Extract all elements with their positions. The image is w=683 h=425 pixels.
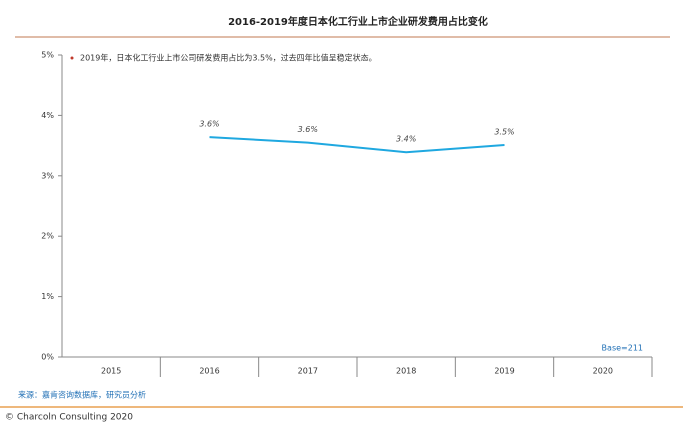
base-label: Base=211 <box>602 344 643 353</box>
note-bullet <box>70 56 74 60</box>
x-tick-label: 2018 <box>396 367 416 376</box>
y-tick-label: 0% <box>41 353 54 362</box>
y-tick-label: 1% <box>41 292 54 301</box>
y-tick-label: 3% <box>41 171 54 180</box>
x-tick-label: 2020 <box>593 367 613 376</box>
y-tick-label: 4% <box>41 111 54 120</box>
x-tick-label: 2016 <box>199 367 219 376</box>
y-tick-label: 5% <box>41 51 54 60</box>
value-label: 3.5% <box>494 127 514 136</box>
value-label: 3.6% <box>298 125 318 134</box>
source: 来源：嘉肯咨询数据库，研究员分析 <box>18 390 146 400</box>
note: 2019年，日本化工行业上市公司研发费用占比为3.5%，过去四年比值呈稳定状态。 <box>80 53 377 63</box>
chart-title: 2016-2019年度日本化工行业上市企业研发费用占比变化 <box>228 15 488 28</box>
x-tick-label: 2015 <box>101 367 121 376</box>
series-line <box>209 136 505 154</box>
value-label: 3.4% <box>396 135 416 144</box>
copyright: © Charcoln Consulting 2020 <box>5 413 133 423</box>
value-label: 3.6% <box>199 120 219 129</box>
x-tick-label: 2019 <box>494 367 514 376</box>
y-tick-label: 2% <box>41 232 54 241</box>
x-tick-label: 2017 <box>298 367 318 376</box>
